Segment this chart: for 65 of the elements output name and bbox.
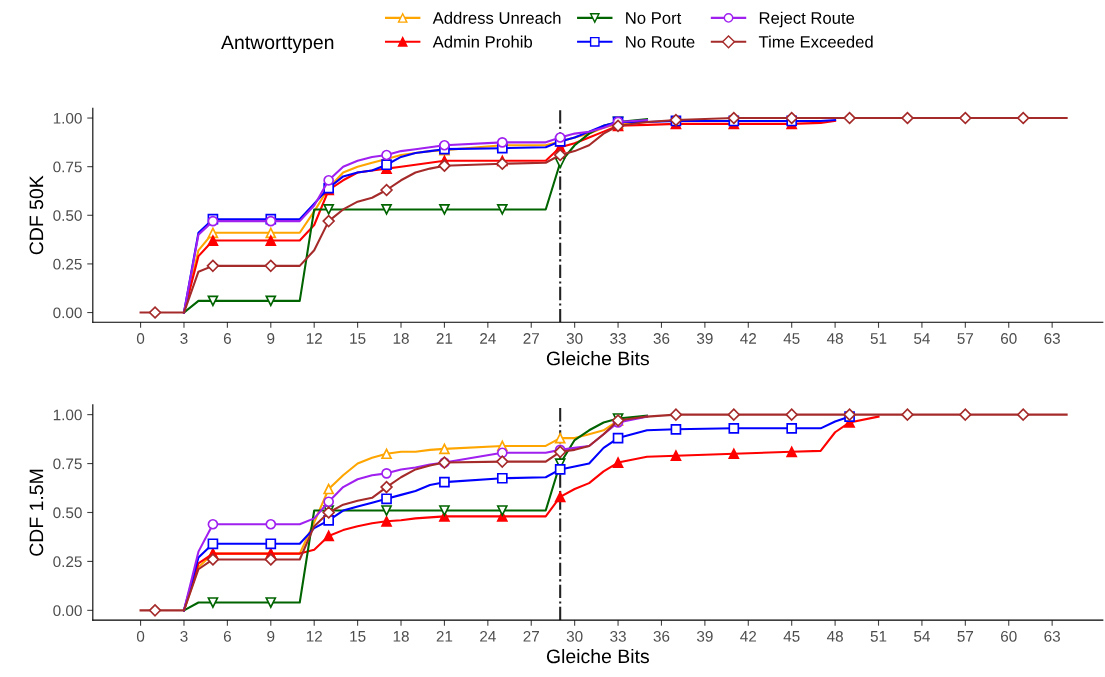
x-tick-label: 57 bbox=[957, 333, 974, 344]
x-tick-label: 45 bbox=[783, 631, 800, 642]
x-tick-label: 60 bbox=[1001, 630, 1017, 642]
x-tick-label: 36 bbox=[653, 333, 670, 344]
x-tick-label: 21 bbox=[436, 630, 453, 642]
legend-label: Time Exceeded bbox=[758, 35, 873, 48]
x-tick-label: 39 bbox=[696, 333, 713, 344]
x-tick-label: 33 bbox=[610, 630, 626, 642]
x-tick-label: 42 bbox=[740, 333, 757, 344]
y-tick-label: 0.50 bbox=[53, 507, 82, 519]
x-tick-label: 30 bbox=[566, 333, 583, 344]
x-tick-label: 63 bbox=[1044, 333, 1060, 344]
x-tick-label: 21 bbox=[436, 333, 453, 344]
x-tick-label: 36 bbox=[653, 630, 670, 642]
x-tick-label: 6 bbox=[223, 333, 231, 344]
legend-label: Admin Prohib bbox=[432, 35, 533, 48]
x-tick-label: 24 bbox=[480, 630, 496, 642]
legend-label: Address Unreach bbox=[432, 11, 561, 24]
x-axis-title: Gleiche Bits bbox=[546, 351, 649, 366]
y-tick-label: 0.00 bbox=[53, 307, 82, 319]
legend-title: Antworttypen bbox=[221, 35, 334, 54]
x-tick-label: 51 bbox=[870, 631, 887, 642]
y-tick-label: 0.75 bbox=[53, 161, 82, 173]
x-tick-label: 51 bbox=[870, 333, 887, 344]
x-tick-label: 54 bbox=[914, 631, 930, 642]
x-tick-label: 3 bbox=[180, 630, 188, 642]
x-tick-label: 45 bbox=[783, 333, 800, 344]
y-axis-title: CDF 1.5M bbox=[29, 469, 44, 556]
y-tick-label: 1.00 bbox=[53, 112, 82, 124]
y-tick-label: 0.25 bbox=[53, 258, 82, 270]
x-tick-label: 39 bbox=[696, 630, 713, 642]
x-tick-label: 30 bbox=[566, 630, 583, 642]
x-tick-label: 6 bbox=[223, 630, 231, 642]
x-tick-label: 15 bbox=[350, 333, 366, 344]
x-tick-label: 33 bbox=[610, 333, 626, 344]
x-tick-label: 54 bbox=[914, 333, 930, 344]
x-tick-label: 48 bbox=[826, 630, 843, 642]
y-tick-label: 0.75 bbox=[53, 458, 82, 470]
y-tick-label: 0.25 bbox=[53, 556, 82, 568]
x-tick-label: 42 bbox=[740, 630, 757, 642]
y-axis-title: CDF 50K bbox=[29, 175, 44, 255]
x-tick-label: 0 bbox=[136, 333, 145, 344]
x-tick-label: 9 bbox=[267, 333, 275, 344]
x-tick-label: 60 bbox=[1001, 333, 1017, 344]
legend-label: No Route bbox=[626, 36, 695, 48]
x-tick-label: 18 bbox=[393, 630, 409, 642]
x-tick-label: 63 bbox=[1044, 630, 1060, 642]
x-tick-label: 3 bbox=[180, 333, 188, 344]
x-tick-label: 24 bbox=[480, 333, 496, 344]
x-tick-label: 48 bbox=[826, 333, 843, 344]
x-tick-label: 57 bbox=[957, 631, 974, 642]
y-tick-label: 1.00 bbox=[53, 409, 82, 421]
legend-label: No Port bbox=[626, 12, 682, 24]
y-tick-label: 0.50 bbox=[53, 210, 82, 221]
x-axis-title: Gleiche Bits bbox=[546, 648, 649, 664]
x-tick-label: 18 bbox=[393, 333, 409, 344]
x-tick-label: 12 bbox=[306, 630, 322, 642]
x-tick-label: 12 bbox=[306, 333, 322, 344]
y-tick-label: 0.00 bbox=[53, 605, 82, 617]
x-tick-label: 0 bbox=[136, 630, 145, 642]
x-tick-label: 27 bbox=[523, 630, 539, 642]
x-tick-label: 27 bbox=[523, 333, 539, 344]
x-tick-label: 15 bbox=[350, 631, 366, 642]
x-tick-label: 9 bbox=[267, 630, 275, 642]
legend-label: Reject Route bbox=[759, 11, 855, 28]
